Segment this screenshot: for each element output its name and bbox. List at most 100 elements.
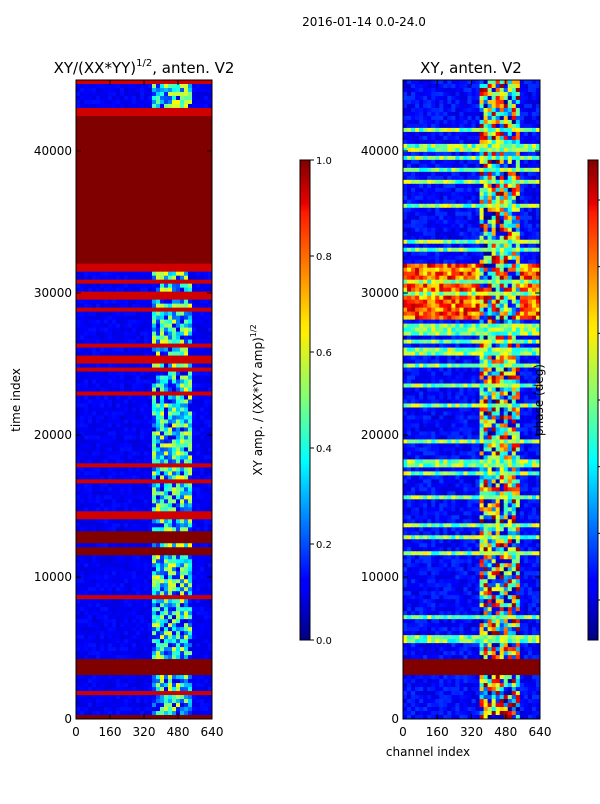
heatmap-cell [116,387,121,393]
heatmap-cell [188,387,193,393]
heatmap-cell [84,447,89,453]
heatmap-cell [200,599,205,604]
heatmap-cell [108,283,113,289]
heatmap-cell [148,571,153,576]
heatmap-cell [96,403,101,409]
heatmap-cell [180,431,185,437]
heatmap-cell [84,615,89,620]
heatmap-cell [80,503,85,508]
heatmap-cell [100,479,105,484]
heatmap-cell [76,211,81,217]
heatmap-cell [116,179,121,185]
heatmap-cell [204,239,209,245]
heatmap-cell [164,539,169,544]
heatmap-cell [180,315,185,321]
heatmap-cell [104,347,109,353]
heatmap-cell [124,535,129,540]
heatmap-cell [144,267,149,273]
heatmap-cell [80,455,85,460]
heatmap-cell [76,271,81,277]
heatmap-cell [152,343,157,349]
heatmap-cell [188,507,193,512]
heatmap-cell [108,491,113,496]
heatmap-cell [88,507,93,512]
heatmap-cell [156,295,161,301]
heatmap-cell [108,415,113,421]
heatmap-cell [108,107,113,113]
heatmap-cell [136,431,141,437]
heatmap-cell [96,215,101,221]
heatmap-cell [196,643,201,648]
heatmap-cell [92,323,97,329]
heatmap-cell [148,95,153,101]
heatmap-cell [120,95,125,101]
heatmap-cell [164,227,169,233]
heatmap-cell [188,339,193,345]
heatmap-cell [84,275,89,281]
heatmap-cell [128,183,133,189]
heatmap-cell [208,547,212,552]
heatmap-cell [76,643,81,648]
heatmap-cell [192,567,197,572]
heatmap-cell [168,651,173,656]
heatmap-cell [92,451,97,457]
heatmap-cell [96,271,101,277]
heatmap-cell [84,183,89,189]
heatmap-cell [152,103,157,109]
heatmap-cell [184,307,189,313]
heatmap-cell [176,207,181,213]
heatmap-cell [116,363,121,369]
heatmap-cell [164,419,169,425]
heatmap-cell [184,367,189,373]
heatmap-cell [92,331,97,337]
heatmap-cell [136,263,141,269]
heatmap-cell [112,179,117,185]
heatmap-cell [168,271,173,277]
heatmap-cell [132,187,137,193]
heatmap-cell [148,407,153,413]
heatmap-cell [80,495,85,500]
heatmap-cell [116,531,121,536]
heatmap-cell [80,127,85,133]
heatmap-cell [80,575,85,580]
heatmap-cell [128,347,133,353]
heatmap-cell [164,359,169,365]
heatmap-cell [184,387,189,393]
heatmap-cell [200,151,205,157]
heatmap-cell [120,323,125,329]
heatmap-cell [116,407,121,413]
heatmap-cell [188,203,193,209]
heatmap-cell [88,443,93,449]
heatmap-cell [160,167,165,173]
heatmap-cell [96,359,101,365]
heatmap-cell [156,371,161,377]
heatmap-cell [120,547,125,552]
heatmap-cell [208,599,212,604]
heatmap-cell [132,655,137,660]
heatmap-cell [204,83,209,89]
heatmap-cell [184,523,189,528]
heatmap-cell [176,523,181,528]
heatmap-cell [208,639,212,644]
heatmap-cell [108,615,113,620]
heatmap-cell [88,375,93,381]
heatmap-cell [164,411,169,417]
heatmap-cell [108,579,113,584]
heatmap-cell [204,555,209,560]
heatmap-cell [112,135,117,141]
heatmap-cell [116,139,121,145]
heatmap-cell [152,575,157,580]
heatmap-cell [104,171,109,177]
heatmap-cell [84,483,89,488]
heatmap-cell [176,639,181,644]
heatmap-cell [128,295,133,301]
heatmap-cell [132,459,137,464]
heatmap-cell [196,527,201,532]
heatmap-cell [80,587,85,592]
heatmap-cell [108,263,113,269]
heatmap-cell [168,423,173,429]
heatmap-cell [120,507,125,512]
heatmap-cell [104,535,109,540]
heatmap-cell [168,219,173,225]
heatmap-cell [124,287,129,293]
